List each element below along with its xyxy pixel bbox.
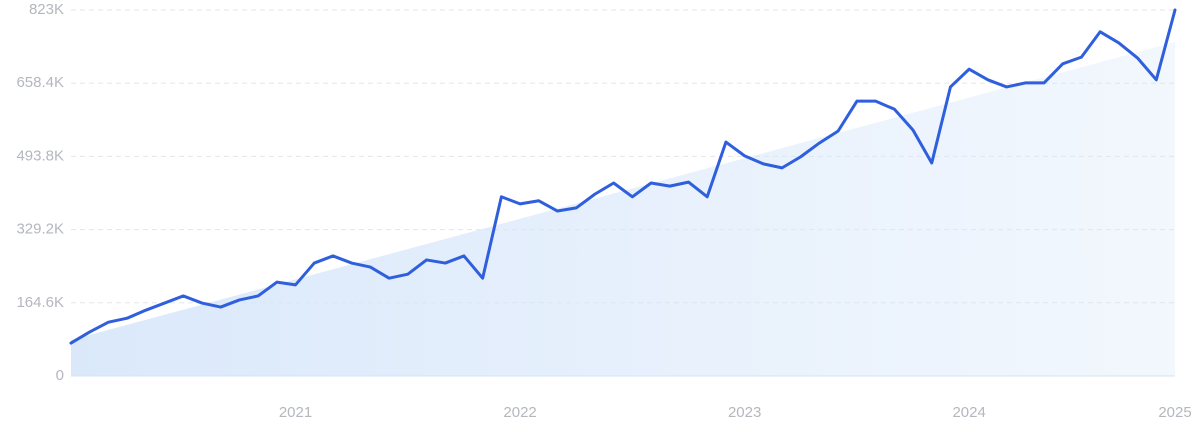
trend-area	[71, 42, 1175, 376]
x-tick-label: 2022	[503, 404, 536, 421]
y-tick-label: 658.4K	[16, 74, 64, 91]
x-tick-label: 2024	[952, 404, 985, 421]
x-tick-label: 2025	[1158, 404, 1191, 421]
y-tick-label: 329.2K	[16, 221, 64, 238]
trend-line	[69, 8, 1177, 345]
y-tick-label: 823K	[29, 1, 64, 18]
x-tick-label: 2021	[279, 404, 312, 421]
y-tick-label: 493.8K	[16, 147, 64, 164]
y-tick-label: 0	[56, 367, 64, 384]
y-tick-label: 164.6K	[16, 294, 64, 311]
x-tick-label: 2023	[728, 404, 761, 421]
